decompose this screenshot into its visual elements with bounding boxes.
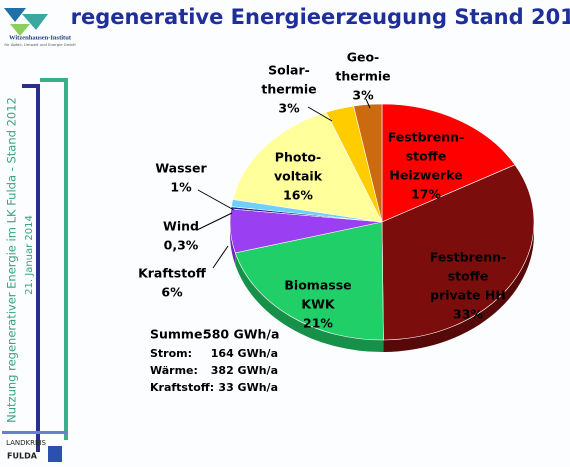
slice-label: stoffe	[448, 269, 489, 284]
slice-label: Photo-	[275, 150, 321, 165]
slice-label: Heizwerke	[389, 168, 462, 183]
decor-line	[22, 84, 40, 452]
footer-line2: FULDA	[7, 452, 38, 461]
slice-label: stoffe	[406, 149, 447, 164]
slice	[234, 221, 384, 341]
decor-line	[2, 431, 68, 434]
sidebar-title: Nutzung regenerativer Energie im LK Fuld…	[5, 97, 19, 423]
slice-label: Geo-	[347, 50, 380, 65]
value-label: 3%	[278, 101, 300, 116]
logo-shape	[10, 24, 30, 36]
slice-side	[235, 252, 384, 352]
leader-line	[212, 245, 229, 269]
summary-row-value: 164 GWh/a	[211, 347, 278, 360]
leader-line	[307, 106, 333, 122]
logo-name: Witzenhausen-Institut	[9, 34, 72, 41]
summary-total: 580 GWh/a	[203, 327, 279, 342]
sidebar-date: 21. Januar 2014	[24, 215, 35, 295]
slice-side	[383, 222, 534, 352]
slice-label: thermie	[335, 69, 390, 84]
value-label: 16%	[283, 188, 313, 203]
slice-side	[230, 222, 236, 265]
slice-label: voltaik	[274, 169, 323, 184]
summary-row-value: 382 GWh/a	[211, 364, 278, 377]
slice-label: Biomasse	[284, 278, 351, 293]
slice-label: Wasser	[155, 161, 207, 176]
slice	[353, 103, 383, 223]
leader-line	[196, 212, 233, 231]
summary-row-value: 33 GWh/a	[218, 381, 278, 394]
footer-crest	[48, 446, 62, 462]
leader-line	[197, 189, 235, 211]
slice-label: private HH	[430, 288, 506, 303]
summary-row-label: Wärme:	[150, 364, 198, 377]
slice	[381, 103, 516, 223]
value-label: 33%	[453, 307, 483, 322]
value-label: 0,3%	[164, 238, 199, 253]
slice-label: Festbrenn-	[430, 250, 507, 265]
slice-label: thermie	[261, 82, 316, 97]
value-label: 1%	[170, 180, 192, 195]
slice	[232, 111, 383, 223]
title: regenerative Energieerzeugung Stand 2012	[71, 5, 570, 29]
slice-label: Solar-	[268, 63, 310, 78]
pie: Festbrenn-stoffe Heizwerke 17% Festbrenn-st…	[138, 50, 535, 352]
slice	[381, 164, 535, 341]
slice-label: Festbrenn-	[388, 130, 465, 145]
logo-shape	[4, 8, 26, 22]
decor-line	[40, 78, 68, 440]
summary-row-label: Kraftstoff:	[150, 381, 214, 394]
slice-label: Wind	[163, 219, 199, 234]
summary-row-label: Strom:	[150, 347, 192, 360]
logo-subtitle: für Abfall, Umwelt und Energie GmbH	[4, 42, 75, 47]
logo-shape	[22, 14, 48, 30]
footer-line1: LANDKREIS	[6, 439, 46, 447]
value-label: 3%	[352, 88, 374, 103]
summary-label: Summe:	[150, 327, 207, 342]
slice-label: KWK	[301, 297, 335, 312]
value-label: 21%	[303, 316, 333, 331]
value-label: 6%	[161, 285, 183, 300]
slice-label: Kraftstoff	[138, 266, 207, 281]
summary-rows: Strom: 164 GWh/a Wärme: 382 GWh/a Kraftstoff…	[150, 347, 278, 394]
leader-line	[365, 98, 371, 109]
value-label: 17%	[411, 187, 441, 202]
